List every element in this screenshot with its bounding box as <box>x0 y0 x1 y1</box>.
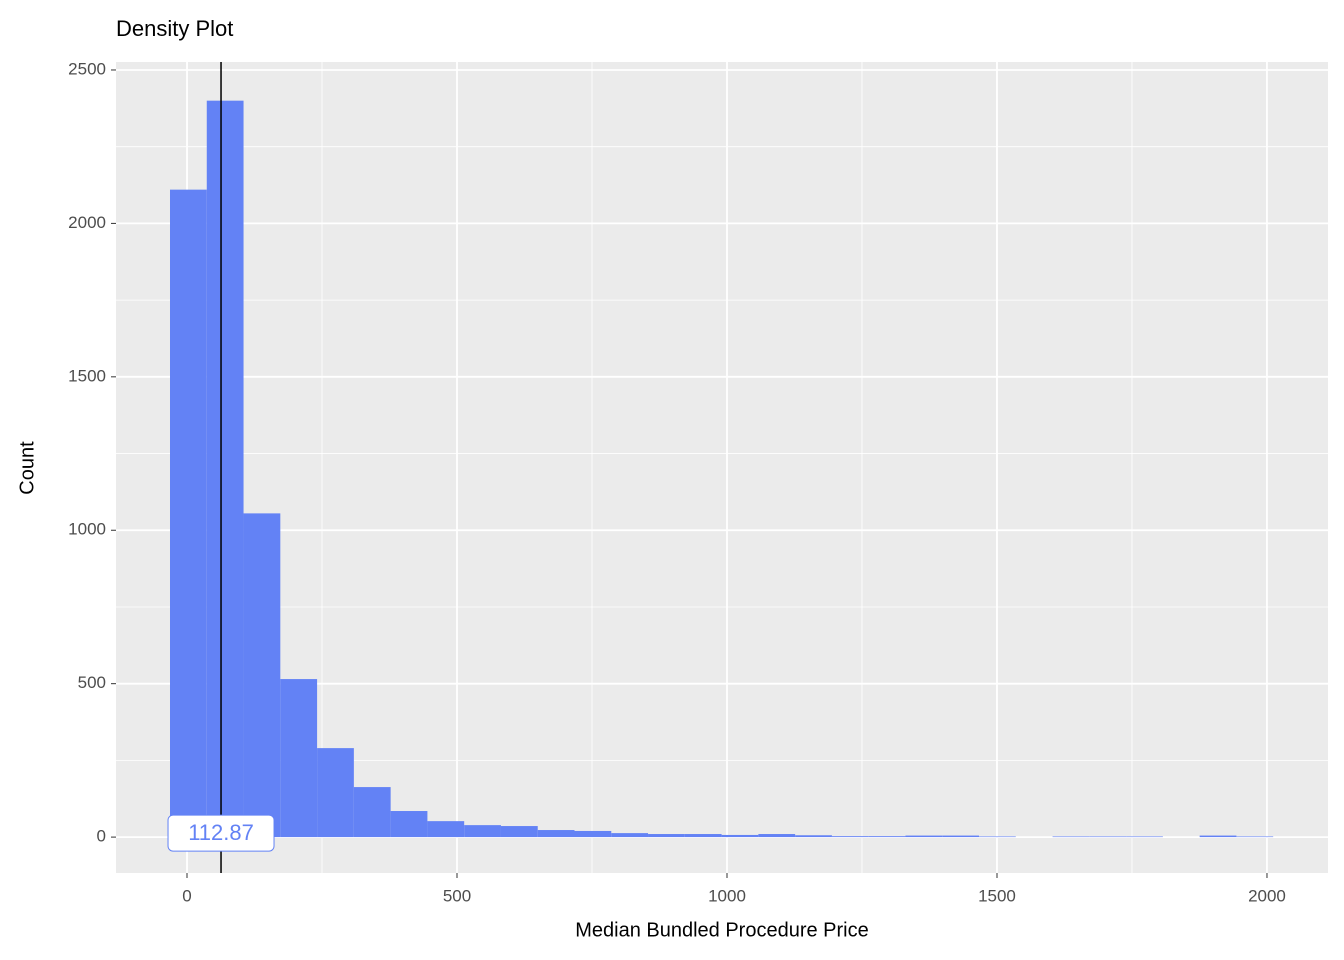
bar <box>1089 836 1127 838</box>
bar <box>206 100 244 838</box>
bar <box>795 835 832 838</box>
panel <box>116 62 1328 873</box>
y-tick-label: 500 <box>78 673 106 692</box>
bar <box>979 836 1016 838</box>
bar <box>353 787 391 838</box>
bar <box>464 825 501 838</box>
x-tick-label: 0 <box>182 886 191 905</box>
bar <box>611 833 649 838</box>
bar <box>648 834 685 838</box>
bar <box>427 821 465 838</box>
x-tick-label: 2000 <box>1248 886 1286 905</box>
x-tick-label: 1500 <box>978 886 1016 905</box>
bar <box>758 834 796 838</box>
bar <box>1236 836 1274 838</box>
bar <box>500 826 538 838</box>
bar <box>831 836 869 838</box>
bar <box>280 679 318 838</box>
bar <box>721 834 759 838</box>
bar <box>574 830 612 838</box>
bar <box>868 836 906 838</box>
annotation-box <box>167 814 275 852</box>
chart-title: Density Plot <box>116 16 233 41</box>
x-tick-label: 1000 <box>708 886 746 905</box>
y-tick-label: 1500 <box>68 366 106 385</box>
annotation: 112.87 <box>188 820 254 845</box>
y-tick-label: 2500 <box>68 59 106 78</box>
x-tick-label: 500 <box>443 886 471 905</box>
bar <box>1052 836 1090 838</box>
bar <box>537 830 575 838</box>
y-tick-label: 1000 <box>68 520 106 539</box>
bar <box>243 513 281 838</box>
bar <box>905 835 943 838</box>
bar <box>317 748 354 838</box>
bar <box>1126 836 1163 838</box>
y-tick-label: 0 <box>97 827 106 846</box>
bar <box>684 834 722 838</box>
bar <box>1199 835 1237 838</box>
x-axis-title: Median Bundled Procedure Price <box>575 919 869 941</box>
y-tick-label: 2000 <box>68 213 106 232</box>
bar <box>942 835 980 838</box>
bar <box>390 811 428 838</box>
bar <box>169 189 207 838</box>
y-axis-title: Count <box>16 441 38 495</box>
